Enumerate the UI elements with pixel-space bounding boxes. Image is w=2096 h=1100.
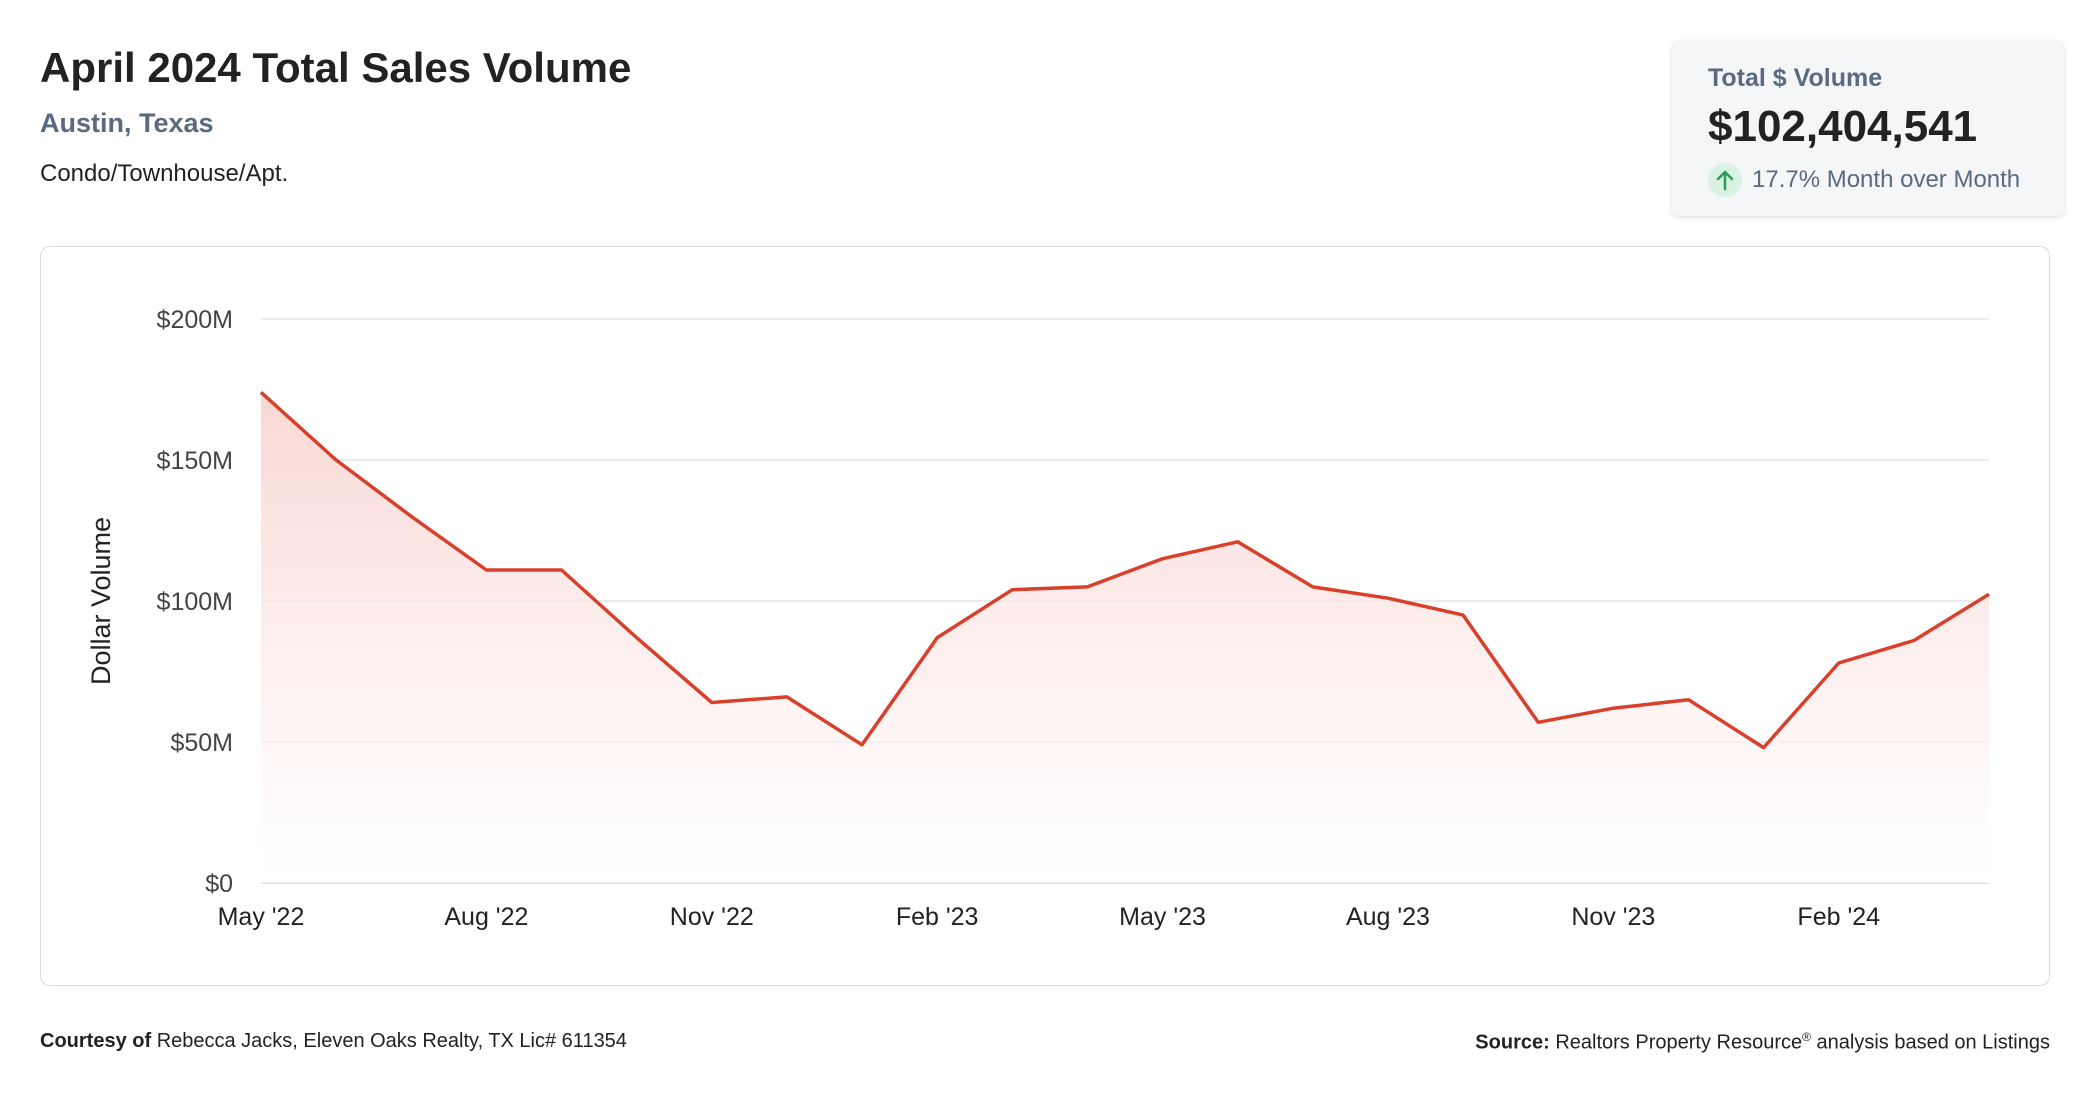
sales-volume-chart: $0 $50M $100M $150M $200M May '22 Aug '22 Nov … <box>86 306 1990 931</box>
registered-mark: ® <box>1802 1030 1811 1044</box>
kpi-change-text: 17.7% Month over Month <box>1752 166 2021 193</box>
source-footer: Source: Realtors Property Resource® anal… <box>1475 1030 2050 1055</box>
x-tick-label: Aug '22 <box>444 903 528 931</box>
kpi-value: $102,404,541 <box>1708 102 1978 151</box>
y-axis-label: Dollar Volume <box>86 517 116 685</box>
source-text: Realtors Property Resource <box>1555 1031 1803 1054</box>
kpi-label: Total $ Volume <box>1708 64 1883 92</box>
volume-line <box>259 391 1990 750</box>
volume-area <box>261 392 1989 883</box>
x-tick-label: Feb '23 <box>896 903 979 931</box>
y-tick-label: $150M <box>157 447 233 475</box>
y-tick-label: $0 <box>205 870 233 898</box>
source-label: Source: <box>1475 1031 1550 1054</box>
location-subtitle: Austin, Texas <box>40 108 214 138</box>
courtesy-text: Rebecca Jacks, Eleven Oaks Realty, TX Li… <box>156 1030 627 1052</box>
source-text-post: analysis based on Listings <box>1816 1031 2050 1054</box>
courtesy-footer: Courtesy of Rebecca Jacks, Eleven Oaks R… <box>40 1030 627 1053</box>
arrow-up-icon <box>1708 163 1742 197</box>
x-tick-label: May '23 <box>1119 903 1206 931</box>
x-tick-label: Nov '22 <box>670 903 754 931</box>
x-tick-label: Feb '24 <box>1797 903 1880 931</box>
total-volume-card: Total $ Volume $102,404,541 17.7% Month … <box>1672 40 2064 216</box>
x-tick-label: May '22 <box>218 903 305 931</box>
property-category: Condo/Townhouse/Apt. <box>40 160 289 187</box>
x-tick-label: Aug '23 <box>1346 903 1430 931</box>
y-tick-label: $100M <box>157 588 233 616</box>
y-tick-label: $200M <box>157 306 233 334</box>
y-tick-label: $50M <box>170 729 233 757</box>
courtesy-label: Courtesy of <box>40 1030 152 1052</box>
chart-panel: $0 $50M $100M $150M $200M May '22 Aug '22 Nov … <box>40 246 2050 986</box>
x-tick-label: Nov '23 <box>1571 903 1655 931</box>
page-title: April 2024 Total Sales Volume <box>40 44 632 91</box>
kpi-change: 17.7% Month over Month <box>1708 162 2020 198</box>
